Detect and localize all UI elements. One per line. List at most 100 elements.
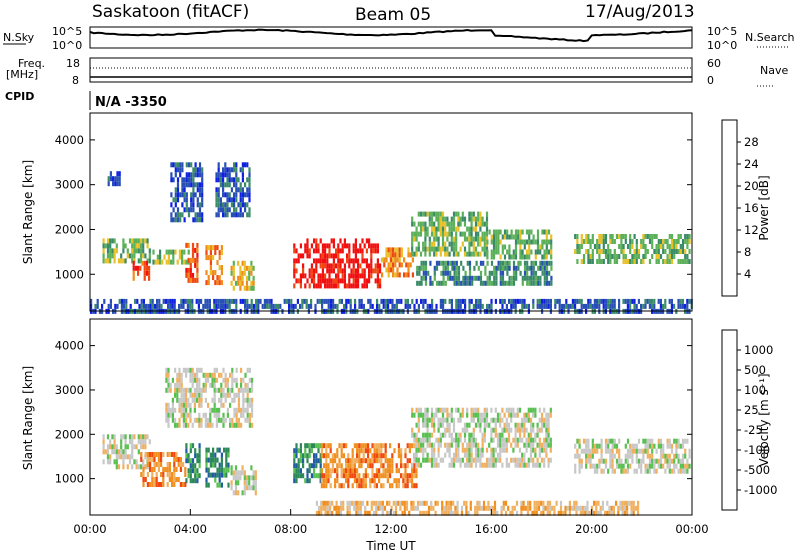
velocity-cell bbox=[439, 432, 442, 438]
velocity-cell bbox=[582, 448, 586, 454]
power-cell bbox=[357, 258, 360, 264]
power-cell bbox=[257, 298, 260, 304]
velocity-cell bbox=[411, 473, 414, 479]
power-cell bbox=[505, 303, 508, 309]
power-cell bbox=[504, 280, 507, 286]
velocity-cell bbox=[200, 367, 203, 373]
power-cell bbox=[206, 303, 209, 309]
velocity-cell bbox=[579, 505, 582, 511]
power-cell bbox=[376, 248, 379, 254]
velocity-cell bbox=[394, 510, 398, 516]
velocity-cell bbox=[382, 443, 385, 449]
velocity-cell bbox=[585, 448, 588, 454]
power-cell bbox=[302, 268, 305, 274]
power-cell bbox=[107, 176, 110, 182]
power-cell bbox=[543, 265, 546, 271]
velocity-cell bbox=[391, 468, 394, 474]
velocity-cell bbox=[430, 422, 434, 428]
velocity-cell bbox=[362, 458, 365, 464]
velocity-cell bbox=[477, 407, 480, 413]
power-cell bbox=[191, 272, 195, 278]
velocity-cell bbox=[185, 443, 188, 449]
power-cell bbox=[101, 303, 104, 309]
power-cell bbox=[307, 303, 310, 309]
velocity-cell bbox=[527, 412, 530, 418]
power-cell bbox=[117, 258, 121, 264]
power-cell bbox=[178, 249, 181, 255]
velocity-cell bbox=[245, 485, 249, 491]
velocity-cell bbox=[595, 510, 598, 516]
velocity-cell bbox=[153, 482, 156, 487]
velocity-cell bbox=[415, 437, 418, 443]
velocity-cell bbox=[485, 447, 489, 453]
velocity-cell bbox=[430, 432, 434, 438]
power-cell bbox=[611, 239, 614, 244]
velocity-cell bbox=[171, 477, 174, 482]
velocity-cell bbox=[241, 490, 244, 496]
velocity-cell bbox=[597, 510, 600, 516]
power-cell bbox=[398, 262, 401, 268]
velocity-cell bbox=[568, 500, 571, 506]
velocity-cell bbox=[587, 438, 590, 444]
power-cell bbox=[510, 234, 513, 240]
velocity-cell bbox=[483, 417, 486, 423]
velocity-cell bbox=[175, 457, 178, 462]
power-cell bbox=[181, 187, 184, 193]
x-tick-label: 04:00 bbox=[174, 522, 207, 536]
velocity-cell bbox=[529, 422, 533, 428]
power-cell bbox=[201, 172, 204, 178]
velocity-cell bbox=[244, 407, 247, 413]
velocity-cell bbox=[417, 417, 420, 423]
velocity-cell bbox=[437, 447, 440, 453]
velocity-cell bbox=[317, 448, 320, 454]
power-cell bbox=[319, 258, 322, 264]
power-cell bbox=[90, 298, 93, 304]
velocity-cell bbox=[437, 437, 440, 443]
power-cell bbox=[435, 303, 438, 309]
velocity-cell bbox=[373, 458, 376, 464]
velocity-cell bbox=[157, 467, 160, 472]
velocity-cell bbox=[178, 402, 181, 408]
velocity-cell bbox=[189, 392, 192, 398]
power-cell bbox=[468, 298, 471, 304]
velocity-cell bbox=[222, 422, 225, 428]
power-cell bbox=[653, 234, 656, 239]
velocity-cell bbox=[523, 417, 526, 423]
power-cell bbox=[302, 253, 305, 259]
velocity-cell bbox=[211, 377, 214, 383]
velocity-cell bbox=[673, 453, 676, 459]
power-cell bbox=[424, 231, 427, 237]
velocity-cell bbox=[502, 505, 505, 511]
power-cell bbox=[252, 265, 255, 271]
velocity-cell bbox=[415, 483, 418, 489]
power-cell bbox=[204, 298, 207, 304]
velocity-cell bbox=[646, 448, 649, 454]
velocity-cell bbox=[536, 457, 539, 463]
power-cell bbox=[185, 182, 188, 188]
velocity-cell bbox=[624, 468, 627, 474]
power-cell bbox=[633, 303, 636, 309]
power-cell bbox=[479, 303, 482, 309]
velocity-cell bbox=[470, 457, 473, 463]
power-cell bbox=[224, 182, 227, 188]
velocity-cell bbox=[659, 463, 663, 469]
velocity-cell bbox=[235, 367, 238, 373]
velocity-cell bbox=[382, 463, 385, 469]
velocity-cell bbox=[439, 442, 442, 448]
velocity-cell bbox=[310, 473, 313, 479]
power-cell bbox=[622, 298, 625, 304]
velocity-cell bbox=[559, 505, 563, 511]
velocity-cell bbox=[397, 443, 400, 449]
power-cell bbox=[657, 249, 660, 254]
velocity-cell bbox=[200, 387, 203, 393]
velocity-cell bbox=[317, 458, 320, 464]
power-cell bbox=[609, 298, 612, 304]
velocity-cell bbox=[630, 510, 633, 516]
velocity-cell bbox=[536, 442, 539, 448]
velocity-cell bbox=[494, 462, 497, 468]
velocity-cell bbox=[248, 412, 251, 418]
velocity-cell bbox=[419, 510, 422, 516]
velocity-cell bbox=[234, 490, 238, 496]
power-cell bbox=[314, 303, 317, 309]
power-cell bbox=[215, 192, 218, 198]
